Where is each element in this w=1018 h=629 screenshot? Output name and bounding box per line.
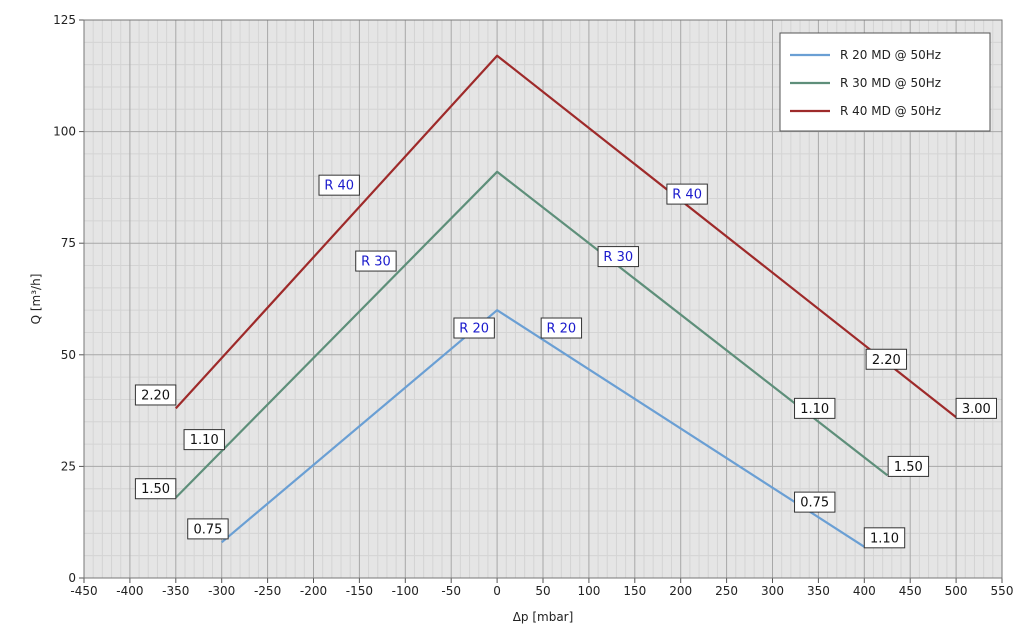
x-tick-label: 0: [493, 584, 501, 598]
point-label: 0.75: [794, 491, 836, 513]
series-label-box: [318, 174, 360, 196]
series-label-text: R 30: [603, 250, 633, 265]
plot-border: [83, 19, 1003, 579]
point-label-text: 1.10: [190, 433, 219, 448]
point-label-text: 2.20: [872, 353, 901, 368]
series-label: R 40: [318, 174, 360, 196]
series-line-3: [174, 54, 957, 419]
point-label: 0.75: [187, 518, 229, 540]
series-label-box: [540, 317, 583, 339]
x-tick-label: -200: [300, 584, 327, 598]
point-label-text: 0.75: [800, 496, 829, 511]
point-label: 1.10: [183, 429, 225, 451]
y-tick-label: 75: [61, 236, 76, 250]
x-axis-title: Δp [mbar]: [513, 610, 574, 624]
y-axis-title: Q [m³/h]: [29, 274, 43, 325]
point-label: 2.20: [134, 384, 177, 406]
x-tick-label: -250: [254, 584, 281, 598]
x-tick-label: 100: [577, 584, 600, 598]
series-label-box: [355, 250, 397, 272]
point-label: 2.20: [865, 348, 908, 370]
point-label-box: [134, 384, 177, 406]
point-label-box: [187, 518, 229, 540]
point-label-box: [865, 348, 908, 370]
point-label-text: 0.75: [193, 522, 222, 537]
x-tick-label: -150: [346, 584, 373, 598]
point-label: 1.50: [887, 455, 930, 477]
point-label: 1.50: [134, 478, 177, 500]
series-label: R 30: [597, 246, 639, 268]
series-label: R 20: [453, 317, 495, 339]
point-label-text: 3.00: [962, 402, 991, 417]
x-tick-label: 300: [761, 584, 784, 598]
point-label-box: [183, 429, 225, 451]
series-line-2: [175, 170, 888, 499]
x-tick-label: 500: [945, 584, 968, 598]
x-tick-label: -300: [208, 584, 235, 598]
point-label-box: [863, 527, 906, 549]
point-label: 1.10: [863, 527, 906, 549]
point-label-box: [794, 491, 836, 513]
series-label-text: R 20: [547, 322, 577, 337]
series-label: R 30: [355, 250, 397, 272]
x-tick-label: 550: [991, 584, 1014, 598]
point-label-text: 1.50: [141, 482, 170, 497]
series-label-box: [453, 317, 495, 339]
y-tick-label: 100: [53, 125, 76, 139]
point-label-text: 1.10: [870, 531, 899, 546]
x-tick-label: 400: [853, 584, 876, 598]
series-layer: [174, 54, 957, 548]
y-tick-label: 25: [61, 459, 76, 473]
series-label: R 20: [540, 317, 583, 339]
series-label-text: R 40: [672, 188, 702, 203]
x-tick-label: -350: [162, 584, 189, 598]
x-tick-label: -450: [70, 584, 97, 598]
x-tick-label: 350: [807, 584, 830, 598]
x-tick-label: 50: [535, 584, 550, 598]
x-tick-label: 450: [899, 584, 922, 598]
x-tick-label: -100: [392, 584, 419, 598]
y-tick-label: 0: [68, 571, 76, 585]
axes: -450 -400 -350 -300 -250 -200 -150 -100 -50 0 50 10…: [53, 13, 1013, 598]
x-tick-label: -50: [441, 584, 461, 598]
point-label: 1.10: [794, 397, 836, 419]
series-label: R 40: [666, 183, 708, 205]
point-label-text: 1.50: [894, 460, 923, 475]
series-line-1: [220, 309, 865, 548]
series-label-box: [597, 246, 639, 268]
point-label-box: [134, 478, 177, 500]
y-tick-label: 125: [53, 13, 76, 27]
series-label-text: R 40: [324, 179, 354, 194]
point-label-box: [955, 397, 997, 419]
point-label: 3.00: [955, 397, 997, 419]
x-tick-label: 150: [623, 584, 646, 598]
labels-layer: R 20 R 20 R 30 R 30 R 40 R 40 0.75 1.50 1.10 2.20…: [134, 174, 997, 549]
legend-label: R 20 MD @ 50Hz: [840, 48, 941, 62]
legend-label: R 30 MD @ 50Hz: [840, 76, 941, 90]
point-label-box: [794, 397, 836, 419]
series-label-text: R 30: [361, 255, 391, 270]
x-tick-label: 250: [715, 584, 738, 598]
point-label-text: 2.20: [141, 388, 170, 403]
point-label-text: 1.10: [800, 402, 829, 417]
x-tick-label: -400: [116, 584, 143, 598]
legend: R 20 MD @ 50Hz R 30 MD @ 50Hz R 40 MD @ 50…: [779, 32, 991, 132]
point-label-box: [887, 455, 930, 477]
series-label-box: [666, 183, 708, 205]
x-tick-label: 200: [669, 584, 692, 598]
series-label-text: R 20: [459, 322, 489, 337]
y-tick-label: 50: [61, 348, 76, 362]
legend-label: R 40 MD @ 50Hz: [840, 104, 941, 118]
